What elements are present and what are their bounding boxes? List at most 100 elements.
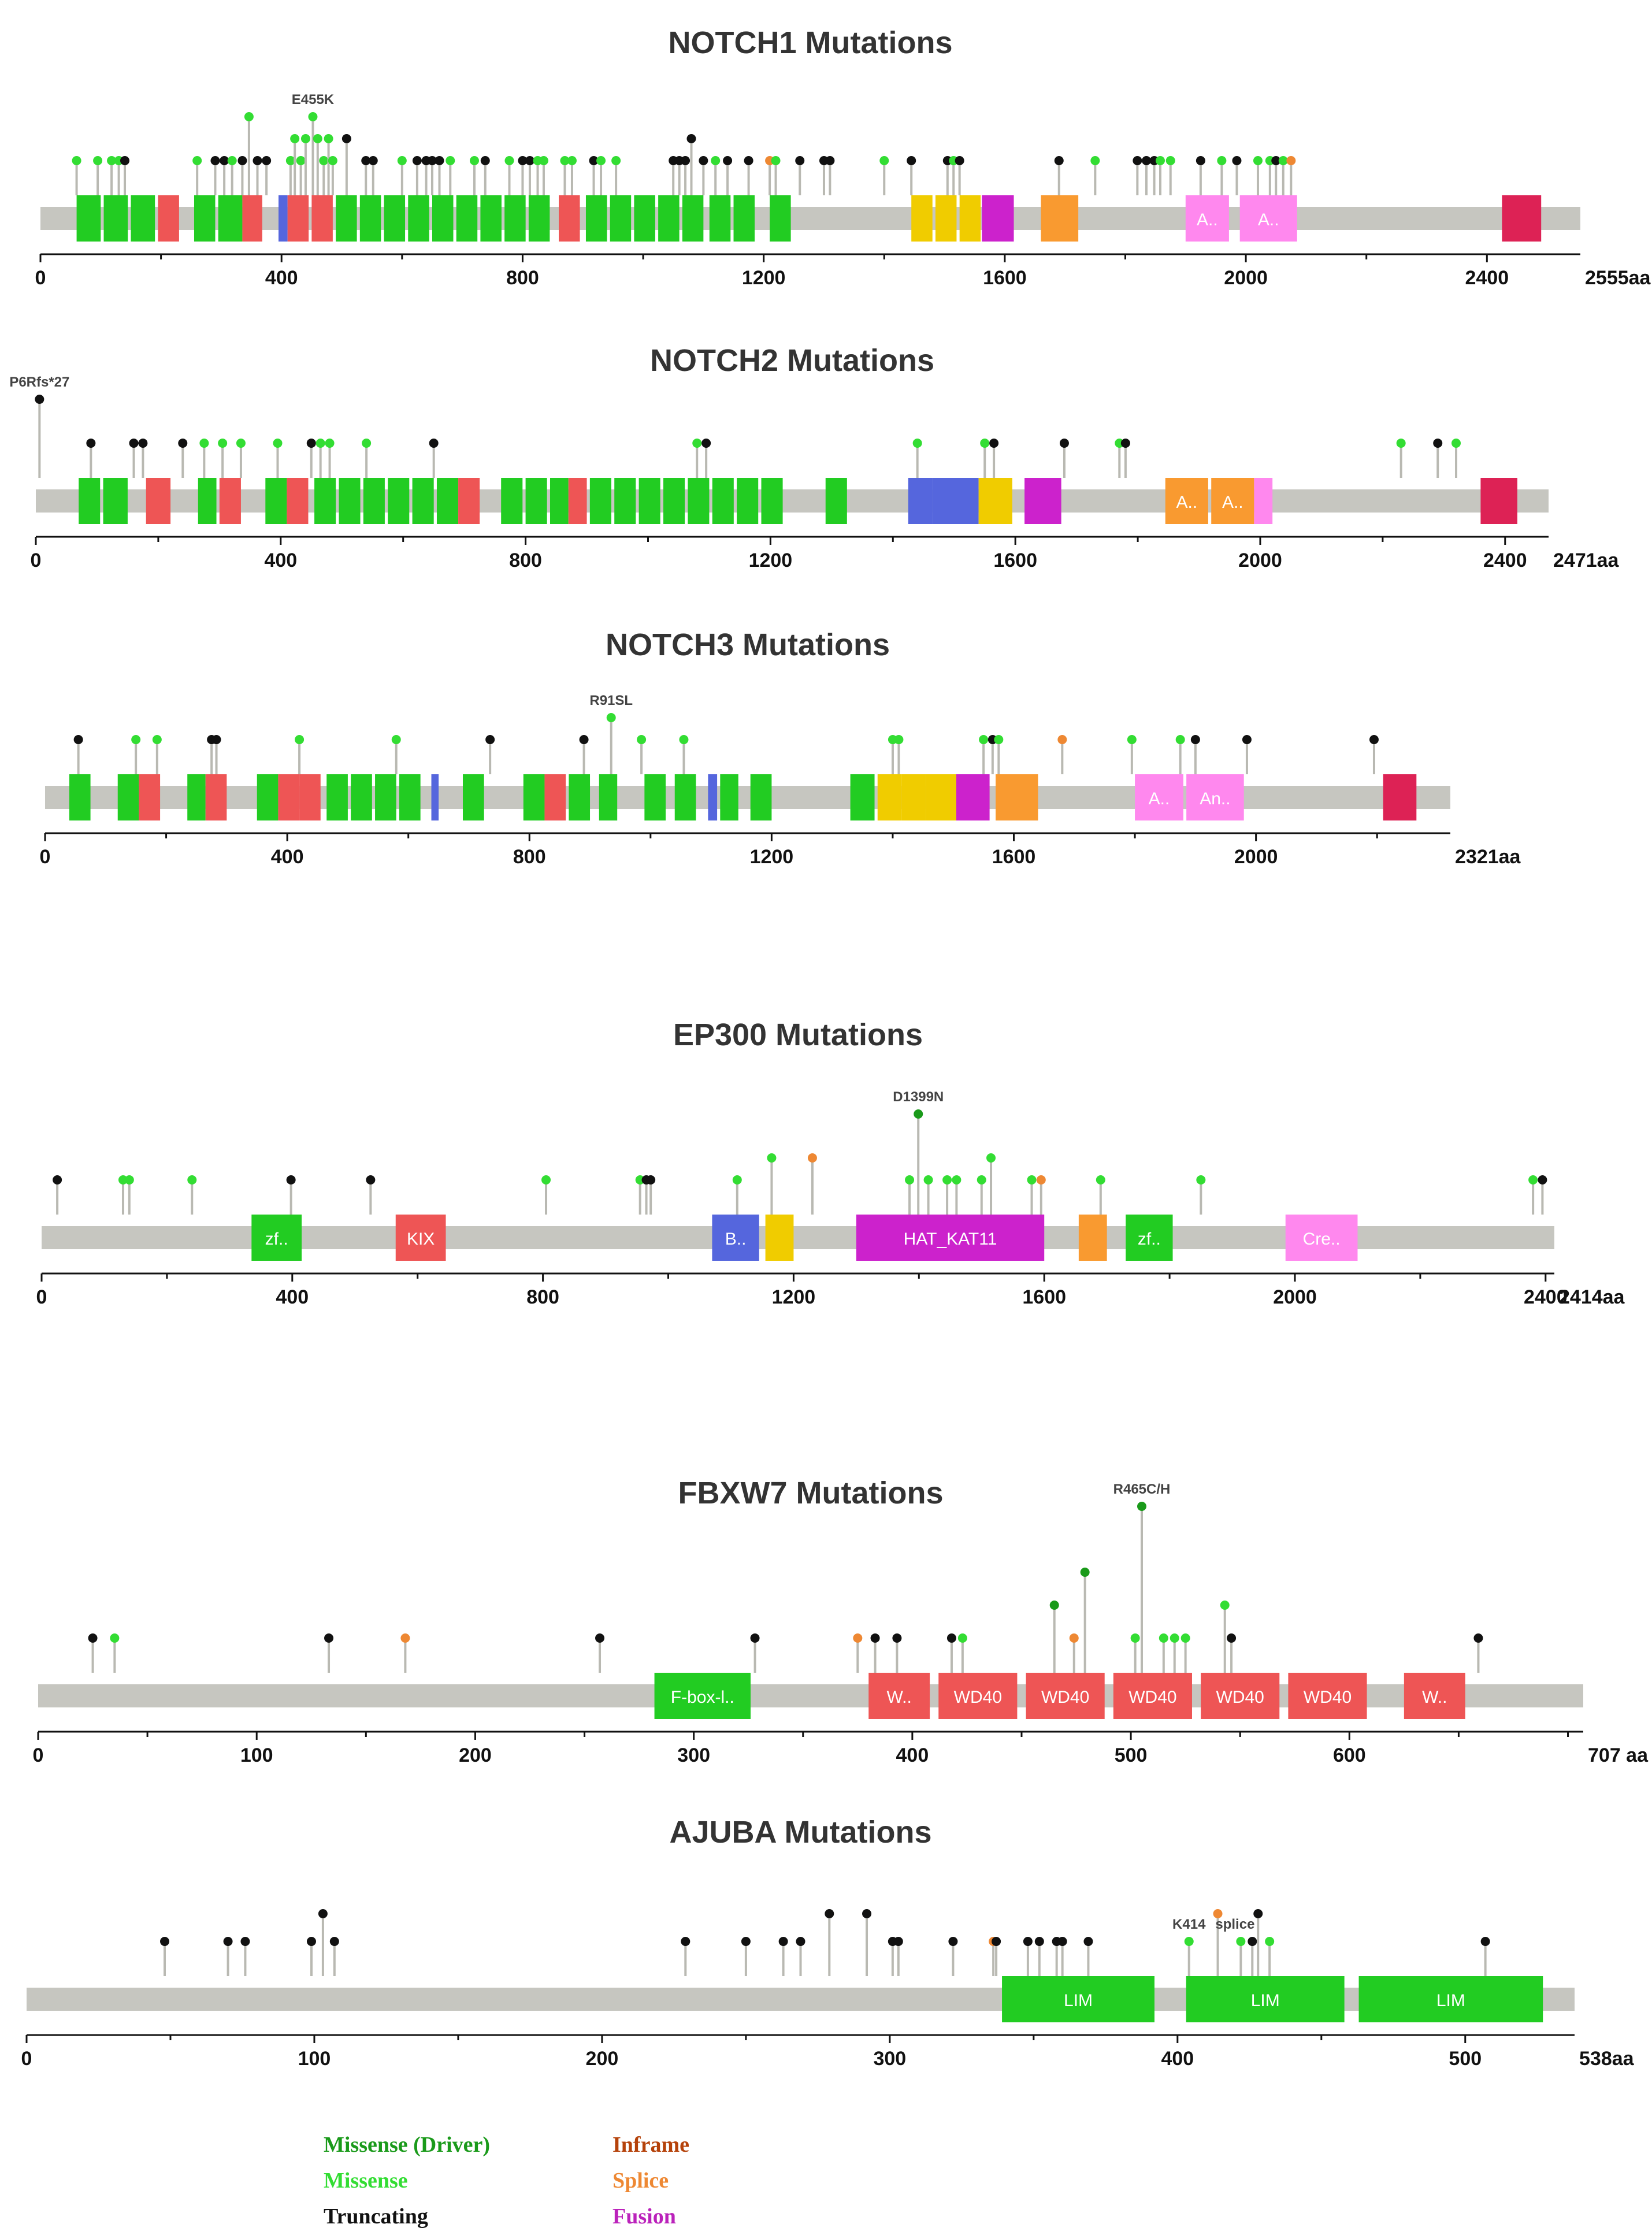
notch2-domain xyxy=(1211,478,1254,524)
ep300-tick-label: 2400 xyxy=(1524,1286,1568,1308)
notch3-domain-label: A.. xyxy=(1149,789,1170,808)
ep300-mutation-head xyxy=(1027,1175,1037,1185)
notch1-mutation-head xyxy=(539,156,548,165)
notch3-domain xyxy=(956,774,990,820)
notch1-domain xyxy=(76,195,101,242)
notch1-mutation-head xyxy=(296,156,306,165)
notch1-domain xyxy=(311,195,333,242)
notch1-mutation-head xyxy=(699,156,708,165)
ep300-mutation-head xyxy=(977,1175,986,1185)
fbxw7-mutation-head xyxy=(957,1633,967,1643)
ajuba-mutation-head xyxy=(1023,1937,1033,1946)
notch1-domain xyxy=(658,195,680,242)
ajuba-tick-label: 500 xyxy=(1449,2048,1482,2070)
fbxw7-mutation-head xyxy=(1180,1633,1190,1643)
ep300-domain-label: zf.. xyxy=(265,1230,288,1249)
notch1-mutation-head xyxy=(435,156,444,165)
notch2-tick-label: 1600 xyxy=(993,549,1037,571)
notch3-domain xyxy=(117,774,139,820)
notch2-tick-label: 2400 xyxy=(1483,549,1527,571)
notch1-mutation-head xyxy=(341,134,351,143)
ep300-domain-label: B.. xyxy=(725,1230,747,1249)
notch1-mutation-head xyxy=(285,156,295,165)
notch3-domain xyxy=(139,774,161,820)
notch2-tick-label: 2000 xyxy=(1238,549,1282,571)
ajuba-mutation-head xyxy=(796,1937,805,1946)
notch3-length-label: 2321aa xyxy=(1455,846,1521,868)
notch3-mutation-head xyxy=(391,735,401,744)
notch1-domain xyxy=(1185,195,1229,242)
notch2-mutation-head xyxy=(129,439,139,448)
notch1-domain xyxy=(408,195,429,242)
ajuba-mutation-head xyxy=(1213,1909,1223,1918)
ajuba-mutation-head xyxy=(329,1937,339,1946)
notch2-domain xyxy=(908,478,933,524)
legend-item-missense: Missense xyxy=(324,2169,408,2193)
notch1-tick-label: 400 xyxy=(265,267,298,289)
notch1-domain-label: A.. xyxy=(1258,210,1279,229)
fbxw7-domain-label: WD40 xyxy=(954,1688,1002,1707)
notch1-domain xyxy=(1041,195,1079,242)
notch1-mutation-head xyxy=(1142,156,1152,165)
ajuba-mutation-head xyxy=(223,1937,233,1946)
fbxw7-domain xyxy=(1404,1673,1465,1719)
notch3-mutation-head xyxy=(637,735,647,744)
ep300-mutation-head xyxy=(124,1175,134,1185)
notch3-domain xyxy=(462,774,484,820)
notch1-mutation-annotation: E455K xyxy=(292,92,335,107)
notch3-mutation-head xyxy=(979,735,989,744)
notch1-mutation-head xyxy=(368,156,378,165)
notch1-mutation-head xyxy=(879,156,889,165)
legend-item-missense-driver: Missense (Driver) xyxy=(324,2133,491,2157)
notch2-mutation-head xyxy=(236,439,246,448)
notch1-title: NOTCH1 Mutations xyxy=(669,25,953,60)
notch1-mutation-head xyxy=(192,156,202,165)
notch3-domain xyxy=(399,774,421,820)
ep300-domain xyxy=(765,1215,794,1261)
notch1-domain xyxy=(359,195,381,242)
ajuba-mutation-head xyxy=(948,1937,958,1946)
fbxw7-mutation-head xyxy=(750,1633,760,1643)
ajuba-mutation-head xyxy=(1236,1937,1246,1946)
ajuba-mutation-head xyxy=(778,1937,788,1946)
fbxw7-mutation-head xyxy=(946,1633,956,1643)
notch2-domain xyxy=(146,478,171,524)
notch2-domain xyxy=(198,478,217,524)
ep300-mutation-head xyxy=(1538,1175,1547,1185)
notch1-mutation-head xyxy=(427,156,437,165)
ajuba-domain xyxy=(1358,1976,1543,2022)
ep300-title: EP300 Mutations xyxy=(673,1018,923,1052)
notch2-tick-label: 400 xyxy=(264,549,297,571)
ajuba-mutation-head xyxy=(1083,1937,1093,1946)
ajuba-tick-label: 300 xyxy=(873,2048,906,2070)
notch3-mutation-head xyxy=(211,735,221,744)
notch3-domain xyxy=(599,774,618,820)
notch3-domain xyxy=(431,774,439,820)
notch1-mutation-head xyxy=(319,156,329,165)
notch3-mutation-head xyxy=(606,713,616,722)
fbxw7-mutation-head xyxy=(1220,1601,1230,1610)
notch2-domain xyxy=(688,478,710,524)
notch3-domain xyxy=(850,774,875,820)
notch1-domain xyxy=(770,195,791,242)
notch3-domain-label: An.. xyxy=(1200,789,1230,808)
notch1-mutation-head xyxy=(1253,156,1263,165)
notch1-domain xyxy=(559,195,580,242)
notch2-domain xyxy=(825,478,847,524)
ep300-domain-label: zf.. xyxy=(1138,1230,1161,1249)
notch3-domain xyxy=(523,774,545,820)
notch2-domain xyxy=(265,478,287,524)
ajuba-domain-label: LIM xyxy=(1251,1991,1280,2010)
notch3-tick-label: 800 xyxy=(513,846,546,868)
notch3-domain xyxy=(926,774,956,820)
notch1-domain xyxy=(158,195,179,242)
notch2-domain xyxy=(614,478,636,524)
ajuba-mutation-head xyxy=(741,1937,751,1946)
ep300-mutation-head xyxy=(646,1175,656,1185)
fbxw7-mutation-head xyxy=(400,1633,410,1643)
notch3-domain xyxy=(877,774,902,820)
ep300-mutation-head xyxy=(366,1175,376,1185)
notch2-mutation-head xyxy=(989,439,999,448)
ajuba-mutation-head xyxy=(1057,1937,1067,1946)
notch3-mutation-head xyxy=(679,735,689,744)
